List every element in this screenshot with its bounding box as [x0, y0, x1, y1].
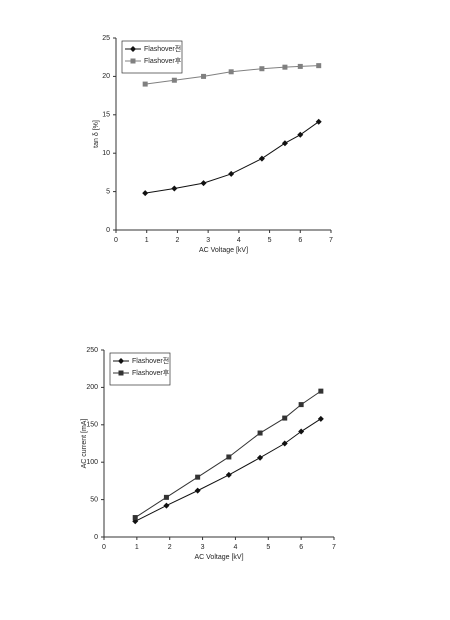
legend-box	[109, 352, 171, 386]
point	[297, 63, 303, 69]
series-line	[134, 418, 322, 522]
point	[317, 415, 324, 422]
x-tick-label: 4	[233, 544, 237, 551]
point	[163, 494, 169, 500]
legend-marker	[118, 370, 124, 376]
x-axis-label: AC Voltage [kV]	[199, 247, 248, 254]
point	[282, 415, 288, 421]
point	[226, 454, 232, 460]
x-tick-label: 5	[268, 237, 272, 244]
point	[257, 454, 264, 461]
point	[171, 77, 177, 83]
point	[225, 471, 232, 478]
legend-marker	[130, 46, 136, 52]
point	[259, 66, 265, 72]
x-axis-label: AC Voltage [kV]	[194, 554, 243, 561]
point	[194, 487, 201, 494]
series-line	[134, 390, 322, 518]
y-tick-label: 250	[86, 347, 98, 354]
legend-marker	[118, 358, 124, 364]
y-tick-label: 50	[90, 496, 98, 503]
y-tick-label: 5	[106, 188, 110, 195]
y-axis-label: AC current [mA]	[81, 419, 88, 469]
x-tick-label: 2	[175, 237, 179, 244]
x-tick-label: 1	[135, 544, 139, 551]
point	[297, 131, 304, 138]
point	[257, 430, 263, 436]
y-tick-label: 0	[106, 227, 110, 234]
x-tick-label: 7	[329, 237, 333, 244]
point	[228, 69, 234, 75]
x-tick-label: 3	[201, 544, 205, 551]
series-line	[145, 65, 319, 85]
point	[298, 402, 304, 408]
point	[281, 140, 288, 147]
y-tick-label: 0	[94, 534, 98, 541]
x-tick-label: 7	[332, 544, 336, 551]
x-tick-label: 2	[168, 544, 172, 551]
y-tick-label: 150	[86, 422, 98, 429]
point	[316, 63, 322, 69]
x-tick-label: 0	[102, 544, 106, 551]
x-tick-label: 6	[298, 237, 302, 244]
point	[142, 190, 149, 197]
legend-label: Flashover후	[132, 369, 170, 377]
x-tick-label: 4	[237, 237, 241, 244]
legend-label: Flashover전	[144, 44, 181, 53]
y-tick-label: 100	[86, 459, 98, 466]
legend-marker	[130, 58, 136, 64]
y-tick-label: 20	[102, 73, 110, 80]
point	[171, 185, 178, 192]
point	[228, 170, 235, 177]
point	[318, 388, 324, 394]
x-tick-label: 0	[114, 237, 118, 244]
point	[163, 502, 170, 509]
point	[281, 440, 288, 447]
legend-box	[121, 40, 183, 74]
y-tick-label: 10	[102, 150, 110, 157]
point	[201, 73, 207, 79]
x-tick-label: 1	[145, 237, 149, 244]
x-tick-label: 6	[299, 544, 303, 551]
y-axis-label: tan δ [%]	[93, 120, 100, 148]
x-tick-label: 3	[206, 237, 210, 244]
y-tick-label: 200	[86, 384, 98, 391]
y-tick-label: 15	[102, 112, 110, 119]
point	[315, 118, 322, 125]
y-tick-label: 25	[102, 35, 110, 42]
point	[132, 515, 138, 521]
legend-label: Flashover전	[132, 356, 169, 365]
point	[200, 180, 207, 187]
point	[142, 81, 148, 87]
point	[298, 428, 305, 435]
point	[195, 474, 201, 480]
series-line	[145, 121, 320, 194]
point	[282, 64, 288, 70]
point	[258, 155, 265, 162]
legend-label: Flashover후	[144, 57, 182, 65]
x-tick-label: 5	[266, 544, 270, 551]
